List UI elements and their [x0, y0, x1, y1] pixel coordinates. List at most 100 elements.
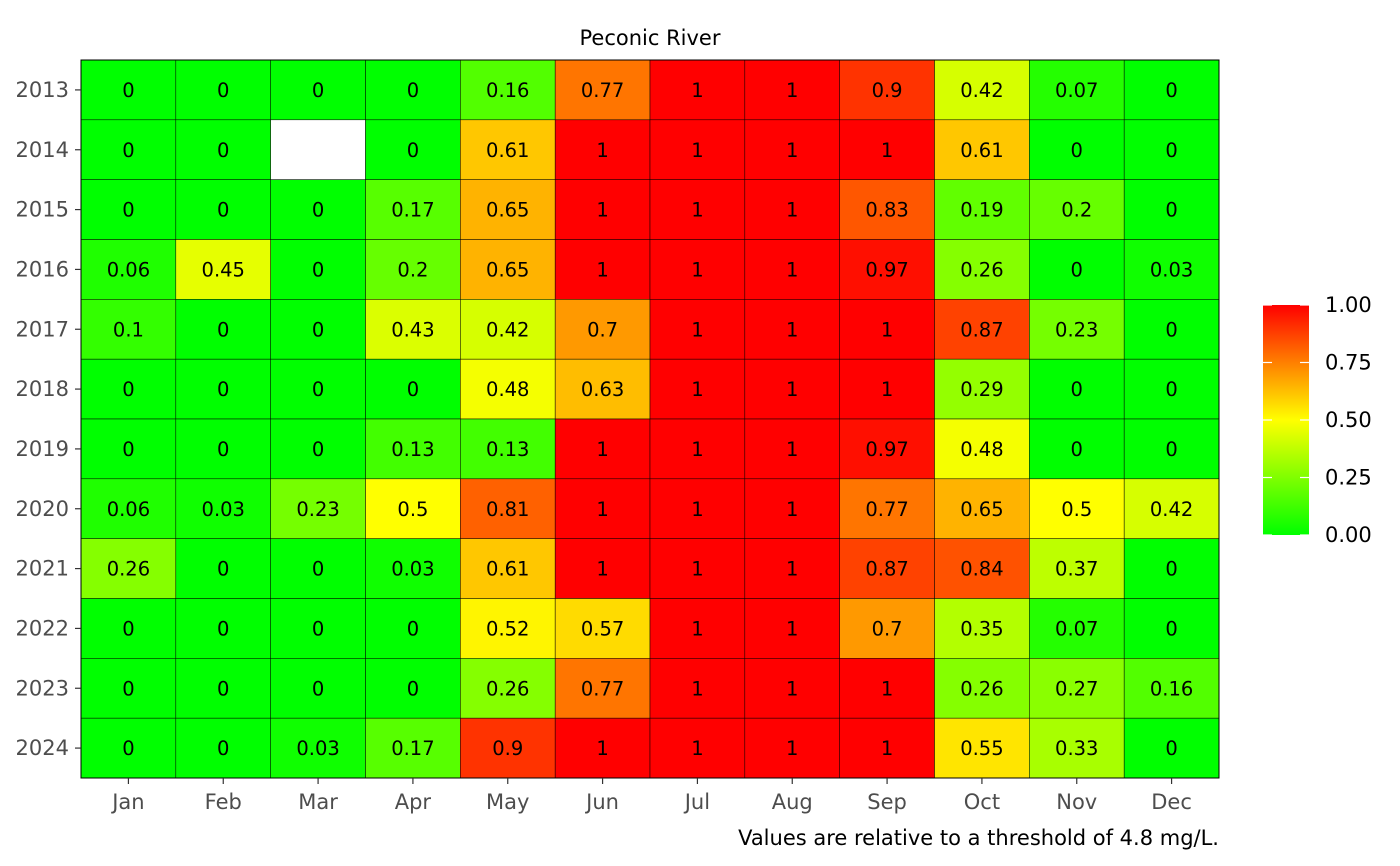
- cell-value-label: 0.61: [486, 558, 529, 581]
- heatmap-cell: [80, 658, 177, 719]
- cell-value-label: 0.97: [865, 438, 908, 461]
- heatmap-cell: [460, 59, 556, 121]
- y-tick-label: 2022: [16, 616, 69, 640]
- heatmap-cell: [80, 598, 177, 659]
- heatmap-cell: [744, 179, 840, 240]
- heatmap-cell: [554, 119, 651, 180]
- cell-value-label: 1: [596, 558, 608, 581]
- heatmap-cell: [1029, 598, 1125, 659]
- y-tick-label: 2014: [16, 138, 69, 162]
- x-tick-label: Aug: [772, 790, 813, 814]
- heatmap-cell: [649, 538, 746, 599]
- cell-value-label: 0.77: [581, 79, 624, 102]
- cell-value-label: 0.26: [960, 677, 1003, 700]
- heatmap-cell: [934, 418, 1030, 480]
- cell-value-label: 0.65: [486, 258, 529, 281]
- cell-value-label: 0.5: [397, 498, 428, 521]
- cell-value-label: 0.48: [486, 378, 529, 401]
- x-axis: Jan Feb Mar Apr May Jun Jul Aug Sep Oct Nov Dec: [110, 778, 1192, 814]
- y-axis: 2013 2014 2015 2016 2017 2018 2019 2020 2021 2022…: [16, 78, 81, 760]
- cell-value-label: 0.1: [113, 318, 144, 341]
- cell-value-label: 0.37: [1055, 558, 1098, 581]
- cell-value-label: 0.7: [587, 318, 618, 341]
- heatmap-cell: [365, 299, 461, 360]
- cell-value-label: 0.61: [486, 139, 529, 162]
- cell-value-label: 0.7: [872, 617, 903, 640]
- cell-value-label: 1: [691, 139, 703, 162]
- cell-value-label: 0: [312, 438, 324, 461]
- heatmap-cell: [80, 478, 177, 539]
- heatmap-cell: [744, 538, 840, 599]
- heatmap-cell: [934, 299, 1030, 360]
- heatmap-cell: [934, 538, 1030, 599]
- y-tick-label: 2021: [16, 557, 69, 581]
- heatmap-cell: [270, 299, 366, 360]
- cell-value-label: 0: [217, 378, 229, 401]
- heatmap-cell: [80, 239, 177, 300]
- legend-tick-label: 0.75: [1325, 351, 1372, 375]
- cell-value-label: 0: [122, 199, 134, 222]
- heatmap-cell: [744, 358, 840, 420]
- cell-value-label: 0.42: [1150, 498, 1193, 521]
- cell-value-label: 0: [407, 378, 419, 401]
- cell-value-label: 0: [217, 318, 229, 341]
- cell-value-label: 0.77: [865, 498, 908, 521]
- heatmap-cell: [839, 538, 935, 599]
- heatmap-cell: [554, 478, 651, 539]
- cell-value-label: 0: [312, 79, 324, 102]
- heatmap-cell: [744, 299, 840, 360]
- cell-value-label: 0.06: [107, 498, 150, 521]
- heatmap-cells: [80, 59, 1220, 779]
- heatmap-cell: [365, 538, 461, 599]
- cell-value-label: 0: [122, 677, 134, 700]
- cell-value-label: 0: [122, 139, 134, 162]
- heatmap-cell: [270, 538, 366, 599]
- cell-value-label: 0.17: [391, 737, 434, 760]
- cell-value-label: 0.26: [960, 258, 1003, 281]
- heatmap-cell: [934, 358, 1030, 420]
- heatmap-cell-labels: 0 0 0 0 0.16 0.77 1 1 0.9 0.42 0.07 0 0 0 0 0.61 1 1 1 1 0.6…: [107, 79, 1194, 760]
- cell-value-label: 1: [691, 378, 703, 401]
- cell-value-label: 0: [1165, 438, 1177, 461]
- cell-value-label: 0.81: [486, 498, 529, 521]
- cell-value-label: 0: [122, 617, 134, 640]
- heatmap-cell: [460, 658, 556, 719]
- heatmap-cell: [649, 239, 746, 300]
- heatmap-cell: [649, 299, 746, 360]
- cell-value-label: 0.07: [1055, 79, 1098, 102]
- heatmap-cell: [554, 598, 651, 659]
- heatmap-cell: [365, 59, 461, 121]
- cell-value-label: 0: [407, 677, 419, 700]
- cell-value-label: 1: [691, 318, 703, 341]
- heatmap-cell: [1123, 478, 1220, 539]
- cell-value-label: 1: [881, 737, 893, 760]
- cell-value-label: 0.23: [1055, 318, 1098, 341]
- cell-value-label: 1: [691, 558, 703, 581]
- cell-value-label: 0: [1165, 79, 1177, 102]
- cell-value-label: 1: [786, 318, 798, 341]
- cell-value-label: 0.29: [960, 378, 1003, 401]
- cell-value-label: 0.19: [960, 199, 1003, 222]
- y-tick-label: 2020: [16, 497, 69, 521]
- heatmap-cell: [1123, 59, 1220, 121]
- heatmap-cell: [649, 658, 746, 719]
- heatmap-cell: [1029, 478, 1125, 539]
- heatmap-cell: [270, 418, 366, 480]
- heatmap-cell: [270, 239, 366, 300]
- y-tick-label: 2017: [16, 317, 69, 341]
- heatmap-cell: [649, 717, 746, 779]
- cell-value-label: 0.77: [581, 677, 624, 700]
- heatmap-cell: [365, 418, 461, 480]
- cell-value-label: 0.17: [391, 199, 434, 222]
- heatmap-cell: [554, 299, 651, 360]
- heatmap-cell: [175, 358, 271, 420]
- cell-value-label: 0.43: [391, 318, 434, 341]
- legend-tick-label: 0.00: [1325, 523, 1372, 547]
- cell-value-label: 0.65: [486, 199, 529, 222]
- heatmap-cell: [744, 717, 840, 779]
- heatmap-cell: [1123, 119, 1220, 180]
- cell-value-label: 0.97: [865, 258, 908, 281]
- cell-value-label: 0: [1165, 139, 1177, 162]
- heatmap-cell: [365, 179, 461, 240]
